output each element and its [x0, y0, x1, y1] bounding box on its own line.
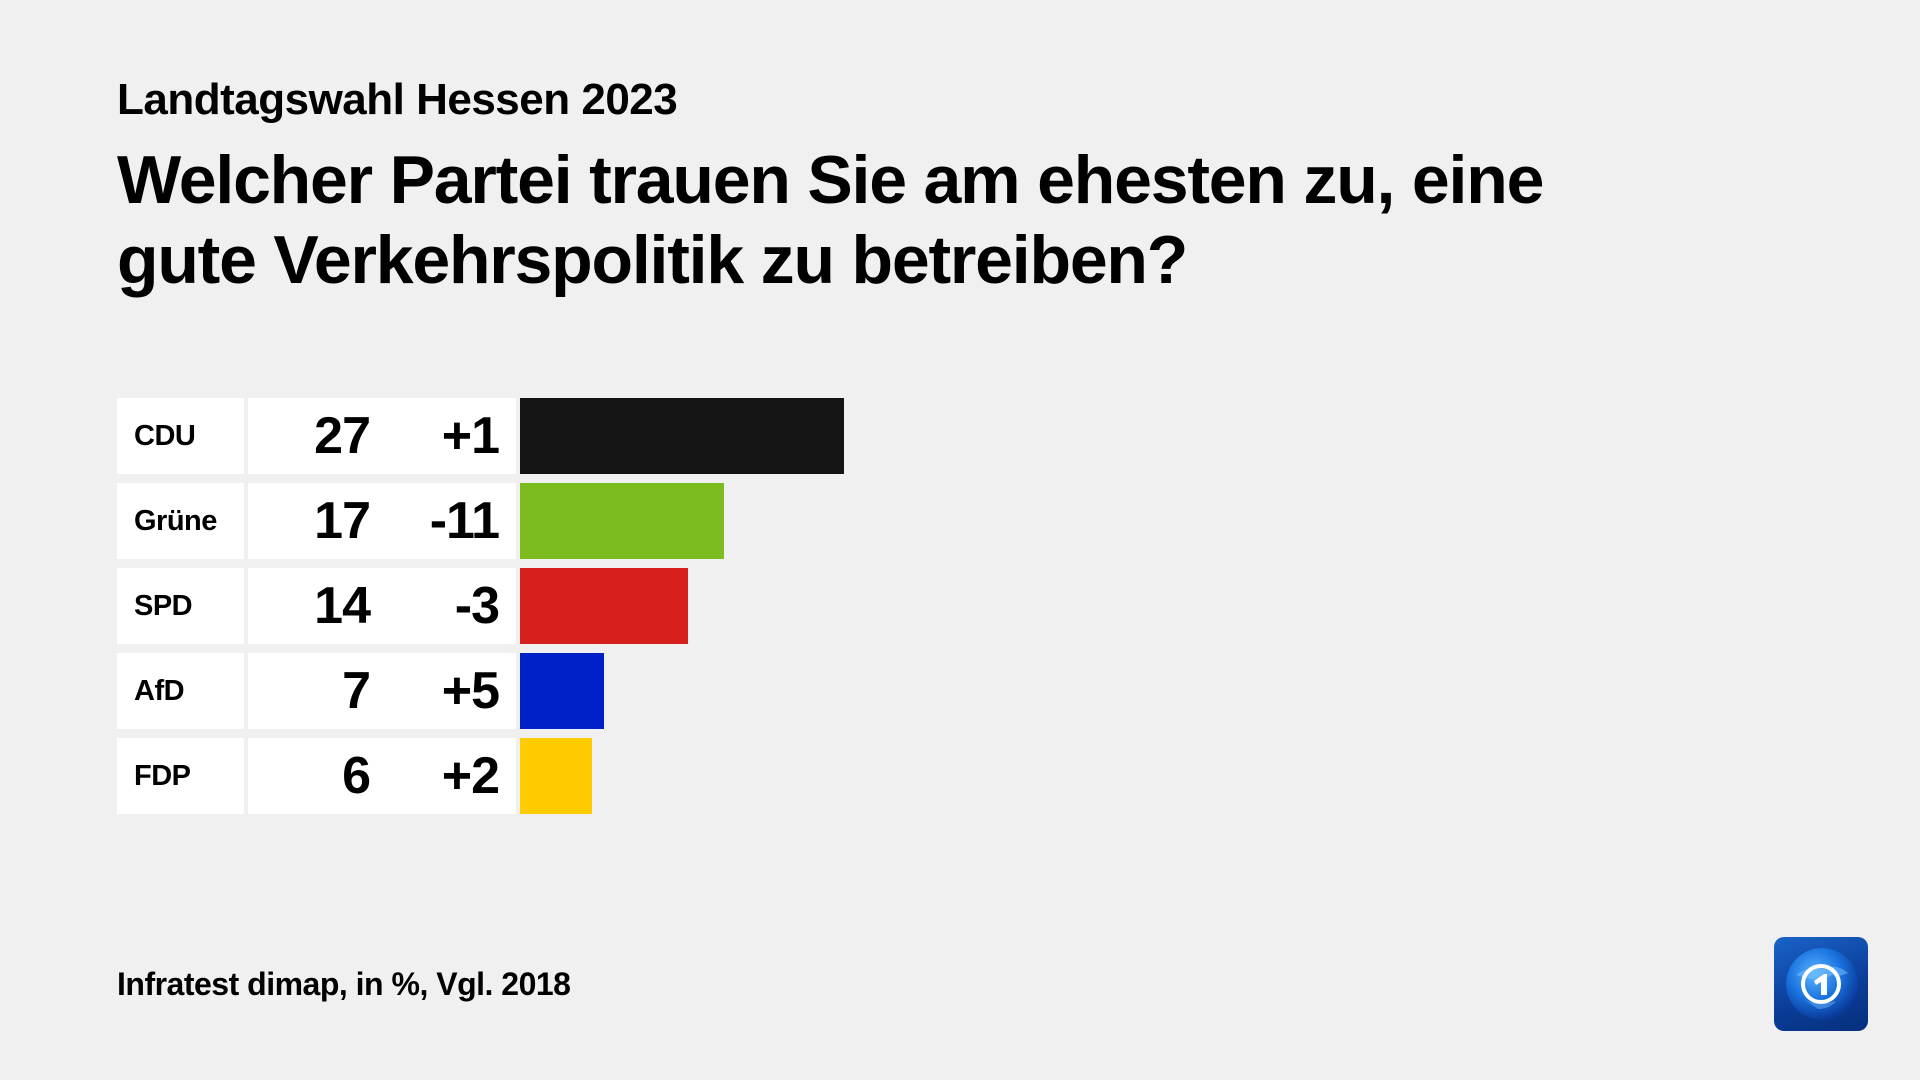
- party-label: Grüne: [117, 483, 244, 559]
- value-cell: 6 +2: [248, 738, 516, 814]
- title-line-2: gute Verkehrspolitik zu betreiben?: [117, 222, 1188, 298]
- change-value: -3: [454, 577, 500, 635]
- change-value: +5: [441, 662, 500, 720]
- percent-value: 14: [314, 577, 371, 635]
- party-label: AfD: [117, 653, 244, 729]
- change-value: -11: [429, 492, 500, 550]
- party-label: FDP: [117, 738, 244, 814]
- chart-row: Grüne 17 -11: [117, 483, 844, 559]
- change-value: +1: [441, 407, 500, 465]
- chart-row: FDP 6 +2: [117, 738, 844, 814]
- title-line-1: Welcher Partei trauen Sie am ehesten zu,…: [117, 142, 1544, 218]
- party-label: SPD: [117, 568, 244, 644]
- tagesschau-logo-icon: [1774, 937, 1868, 1031]
- percent-value: 6: [342, 747, 371, 805]
- value-cell: 17 -11: [248, 483, 516, 559]
- bar: [520, 483, 724, 559]
- bar: [520, 398, 844, 474]
- percent-value: 17: [314, 492, 371, 550]
- percent-value: 7: [342, 662, 371, 720]
- chart-row: CDU 27 +1: [117, 398, 844, 474]
- chart-row: SPD 14 -3: [117, 568, 844, 644]
- chart-row: AfD 7 +5: [117, 653, 844, 729]
- kicker: Landtagswahl Hessen 2023: [117, 75, 678, 124]
- value-cell: 14 -3: [248, 568, 516, 644]
- value-cell: 7 +5: [248, 653, 516, 729]
- chart-title: Welcher Partei trauen Sie am ehesten zu,…: [117, 140, 1757, 300]
- party-label: CDU: [117, 398, 244, 474]
- bar: [520, 568, 688, 644]
- percent-value: 27: [314, 407, 371, 465]
- bar: [520, 653, 604, 729]
- bar: [520, 738, 592, 814]
- change-value: +2: [441, 747, 500, 805]
- source-note: Infratest dimap, in %, Vgl. 2018: [117, 966, 571, 1002]
- bar-chart: CDU 27 +1 Grüne 17 -11 SPD 14 -3 AfD 7 +…: [117, 398, 844, 823]
- value-cell: 27 +1: [248, 398, 516, 474]
